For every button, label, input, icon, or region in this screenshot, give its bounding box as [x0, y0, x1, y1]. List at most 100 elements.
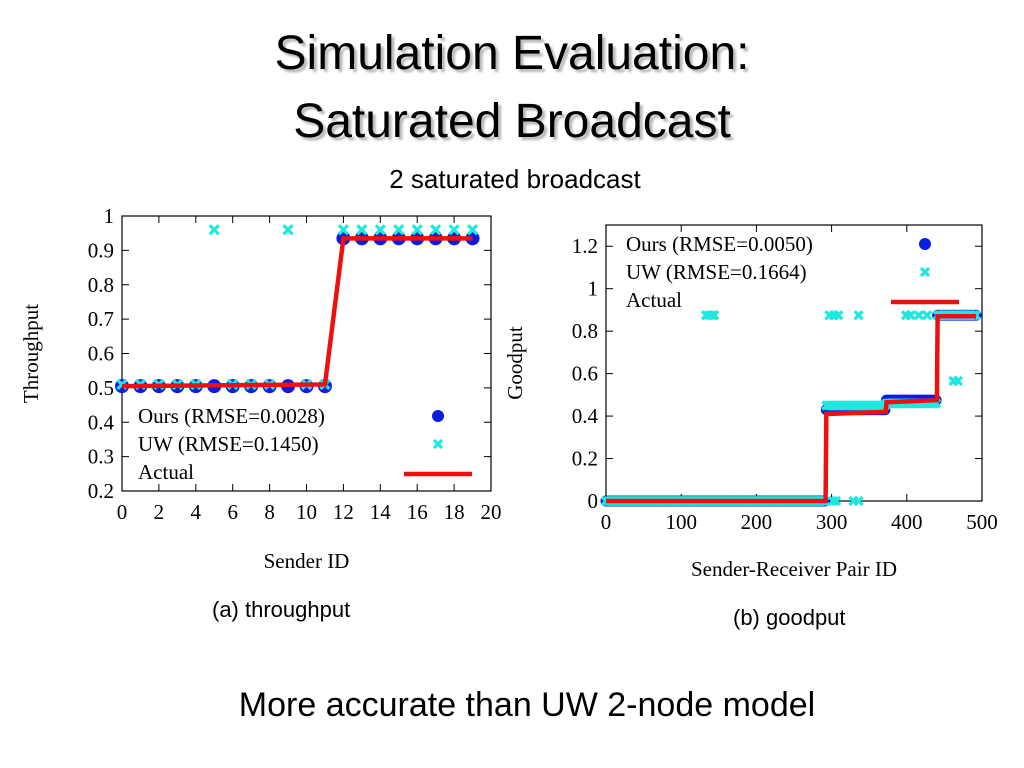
uw-point	[448, 224, 460, 236]
x-marker-stroke	[921, 310, 933, 321]
uw-point	[430, 224, 442, 236]
slide-subtitle: 2 saturated broadcast	[389, 164, 641, 194]
y-tick-label: 0.8	[88, 273, 114, 297]
y-tick-label: 1	[104, 204, 115, 228]
uw-point	[709, 310, 720, 321]
x-tick-label: 12	[333, 500, 354, 524]
legend-symbol-ours	[919, 238, 931, 250]
legend-label: Actual	[138, 460, 194, 484]
y-tick-label: 0.3	[88, 445, 114, 469]
x-marker-stroke	[374, 224, 386, 236]
y-tick-label: 0.7	[88, 307, 114, 331]
x-tick-label: 16	[407, 500, 428, 524]
x-marker-stroke	[833, 310, 844, 321]
y-tick-label: 0.2	[88, 479, 114, 503]
legend-label: UW (RMSE=0.1450)	[138, 432, 319, 456]
uw-point	[466, 224, 479, 236]
y-tick-label: 0.8	[572, 319, 598, 343]
x-marker-stroke	[919, 266, 931, 278]
y-tick-label: 1	[588, 277, 599, 301]
uw-point	[853, 495, 864, 507]
x-marker-stroke	[466, 224, 479, 236]
x-tick-label: 0	[601, 510, 612, 534]
y-axis-label: Throughput	[19, 304, 43, 403]
x-axis-label: Sender-Receiver Pair ID	[691, 557, 897, 581]
legend-label: Ours (RMSE=0.0050)	[626, 232, 813, 256]
uw-point	[356, 224, 368, 236]
x-tick-label: 6	[227, 500, 238, 524]
plot-area	[600, 309, 982, 507]
legend-label: UW (RMSE=0.1664)	[626, 260, 807, 284]
y-axis-label: Goodput	[503, 326, 527, 400]
y-tick-label: 0.4	[572, 404, 599, 428]
x-marker-stroke	[853, 495, 864, 507]
legend: Ours (RMSE=0.0050) UW (RMSE=0.1664) Actual	[626, 232, 959, 312]
x-axis-label: Sender ID	[264, 549, 350, 573]
x-tick-label: 500	[966, 510, 998, 534]
x-tick-label: 200	[741, 510, 773, 534]
uw-point	[921, 310, 933, 321]
y-tick-label: 0.4	[88, 410, 115, 434]
x-tick-label: 10	[296, 500, 317, 524]
x-marker-stroke	[905, 310, 916, 321]
legend-symbol-uw	[432, 438, 444, 450]
legend-symbol-ours	[432, 410, 444, 422]
uw-point	[853, 310, 864, 321]
x-marker-stroke	[827, 495, 839, 507]
caption-goodput: (b) goodput	[733, 605, 846, 630]
x-marker-stroke	[411, 224, 423, 236]
x-tick-label: 300	[816, 510, 848, 534]
legend-symbol-uw	[919, 266, 931, 278]
uw-point	[282, 224, 294, 236]
y-tick-label: 0	[588, 489, 599, 513]
conclusion-text: More accurate than UW 2-node model	[238, 686, 816, 724]
uw-point	[830, 495, 842, 507]
x-tick-label: 14	[370, 500, 392, 524]
x-tick-label: 2	[154, 500, 165, 524]
x-tick-label: 100	[665, 510, 697, 534]
x-marker-stroke	[208, 224, 220, 236]
uw-point	[913, 310, 924, 321]
x-tick-label: 8	[264, 500, 275, 524]
x-marker-stroke	[853, 310, 864, 321]
x-marker-stroke	[830, 495, 842, 507]
uw-point	[208, 224, 220, 236]
x-marker-stroke	[432, 438, 444, 450]
x-marker-stroke	[282, 224, 294, 236]
caption-throughput: (a) throughput	[212, 597, 351, 622]
x-marker-stroke	[448, 224, 460, 236]
uw-point	[337, 224, 350, 236]
uw-point	[827, 495, 839, 507]
uw-point	[393, 224, 405, 236]
y-tick-label: 0.6	[88, 342, 114, 366]
uw-point	[833, 310, 844, 321]
actual-line	[121, 236, 473, 389]
y-tick-label: 0.9	[88, 238, 114, 262]
x-marker-stroke	[337, 224, 350, 236]
legend: Ours (RMSE=0.0028) UW (RMSE=0.1450) Actual	[138, 404, 472, 484]
actual-line	[606, 314, 976, 504]
x-marker-stroke	[393, 224, 405, 236]
x-tick-label: 18	[444, 500, 465, 524]
x-marker-stroke	[709, 310, 720, 321]
x-marker-stroke	[952, 375, 964, 387]
x-tick-label: 20	[481, 500, 502, 524]
uw-point	[905, 310, 916, 321]
x-marker-stroke	[913, 310, 924, 321]
y-tick-label: 0.5	[88, 376, 114, 400]
x-tick-label: 0	[117, 500, 128, 524]
legend-label: Ours (RMSE=0.0028)	[138, 404, 325, 428]
x-marker-stroke	[356, 224, 368, 236]
slide-title-line-1: Simulation Evaluation:	[274, 27, 750, 80]
legend-label: Actual	[626, 288, 682, 312]
uw-point	[374, 224, 386, 236]
x-tick-label: 400	[891, 510, 923, 534]
uw-point	[411, 224, 423, 236]
x-marker-stroke	[430, 224, 442, 236]
y-tick-label: 1.2	[572, 234, 598, 258]
slide-title-line-2: Saturated Broadcast	[293, 95, 731, 148]
y-tick-label: 0.2	[572, 447, 598, 471]
plot-area	[115, 224, 480, 394]
